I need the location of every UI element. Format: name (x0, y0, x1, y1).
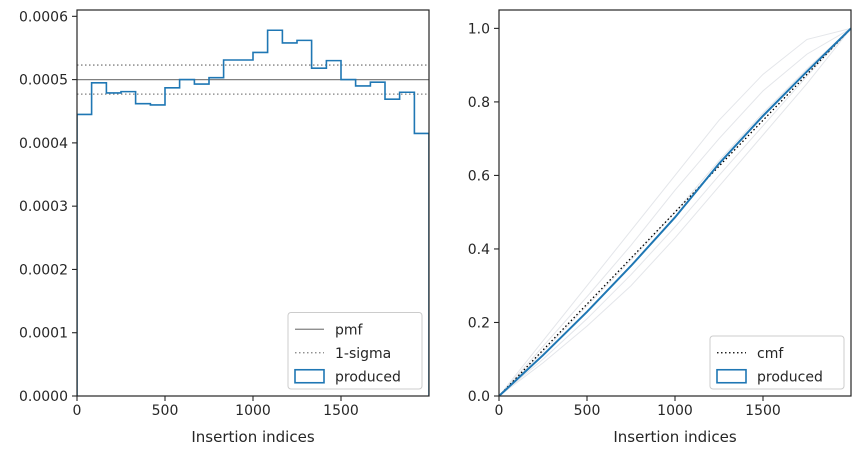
x-tick-label: 1500 (745, 403, 781, 419)
legend-label-produced: produced (335, 369, 401, 385)
legend-label-cmf: cmf (757, 346, 784, 362)
sample-cdf-line (499, 28, 851, 396)
plot-area (499, 27, 851, 396)
legend-label-pmf: pmf (335, 322, 364, 338)
sample-cdf-line (499, 28, 851, 396)
y-tick-label: 0.0005 (19, 73, 68, 89)
sample-cdf-line (499, 28, 851, 396)
x-axis-label: Insertion indices (613, 428, 736, 446)
y-tick-label: 0.0002 (19, 262, 68, 278)
y-tick-label: 0.0 (468, 389, 490, 405)
x-tick-label: 1000 (235, 403, 271, 419)
legend-label-1-sigma: 1-sigma (335, 346, 391, 362)
legend-swatch-produced (294, 368, 325, 384)
y-tick-label: 0.6 (468, 168, 490, 184)
y-tick-label: 0.0003 (19, 199, 68, 215)
y-tick-label: 0.2 (468, 315, 490, 331)
cmf-line (499, 27, 851, 396)
y-tick-label: 0.8 (468, 95, 490, 111)
y-tick-label: 0.0006 (19, 9, 68, 25)
legend-box (709, 335, 845, 390)
legend-swatch-produced (716, 368, 747, 384)
x-tick-label: 0 (73, 403, 82, 419)
y-tick-label: 1.0 (468, 21, 490, 37)
produced-cdf-line (499, 27, 851, 396)
legend: pmf 1-sigma produced (287, 312, 423, 390)
sample-cdf-line (499, 27, 851, 396)
legend: cmf produced (709, 335, 845, 390)
right-cdf-panel: 0 500 1000 1500 0.0 0.2 0.4 0.6 0.8 1.0 Insertion … (468, 9, 852, 446)
legend-label-produced: produced (757, 369, 823, 385)
left-histogram-panel: 0 500 1000 1500 0.0000 0.0001 0.0002 0.0003 0.00… (19, 9, 430, 446)
y-tick-label: 0.4 (468, 242, 490, 258)
x-tick-label: 500 (152, 403, 179, 419)
x-tick-label: 1000 (657, 403, 693, 419)
x-tick-label: 0 (495, 403, 504, 419)
x-tick-label: 1500 (323, 403, 359, 419)
y-tick-label: 0.0000 (19, 389, 68, 405)
produced-histogram-step (77, 29, 429, 396)
sample-cdf-line (499, 27, 851, 396)
x-tick-label: 500 (574, 403, 601, 419)
y-tick-label: 0.0001 (19, 326, 68, 342)
plot-area (77, 29, 429, 396)
y-tick-label: 0.0004 (19, 136, 68, 152)
x-axis-label: Insertion indices (191, 428, 314, 446)
